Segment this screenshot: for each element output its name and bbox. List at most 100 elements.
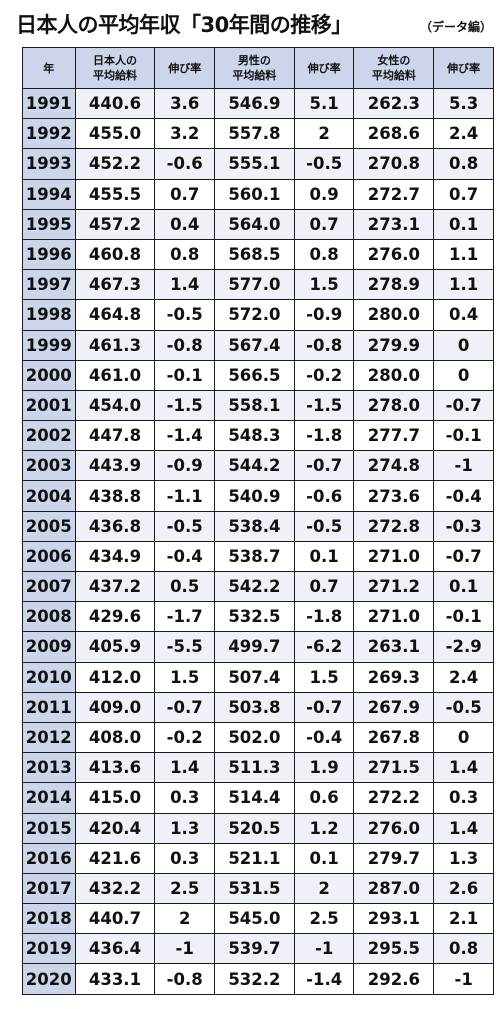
female-rate-cell: 2.6	[433, 872, 494, 905]
table-row: 1993 452.2 -0.6 555.1 -0.5 270.8 0.8	[22, 148, 494, 180]
table-row: 2007 437.2 0.5 542.2 0.7 271.2 0.1	[22, 570, 494, 603]
male-avg-cell: 507.4	[214, 661, 295, 693]
female-rate-cell: 1.3	[433, 842, 494, 874]
all-rate-cell: -0.7	[154, 691, 216, 723]
all-rate-cell: 1.5	[154, 661, 216, 693]
all-rate-cell: -0.8	[154, 963, 216, 995]
female-rate-cell: -0.7	[433, 540, 494, 573]
all-rate-cell: -0.4	[154, 540, 216, 573]
all-rate-cell: 0.3	[154, 782, 216, 814]
table-row: 2012 408.0 -0.2 502.0 -0.4 267.8 0	[22, 721, 494, 754]
female-avg-cell: 279.7	[353, 842, 435, 874]
table-row: 1992 455.0 3.2 557.8 2 268.6 2.4	[22, 118, 494, 150]
female-rate-cell: 0.8	[433, 148, 494, 180]
male-rate-cell: 0.7	[293, 208, 355, 240]
all-rate-cell: -0.2	[154, 721, 216, 754]
year-cell: 2000	[22, 359, 76, 391]
female-rate-cell: -0.3	[433, 510, 494, 542]
female-rate-cell: 1.4	[433, 812, 494, 844]
female-avg-cell: 271.0	[353, 540, 435, 573]
male-rate-cell: -0.5	[293, 510, 355, 542]
female-avg-cell: 273.6	[353, 480, 435, 512]
header-year: 年	[22, 47, 76, 89]
male-avg-cell: 558.1	[214, 389, 295, 422]
male-rate-cell: -0.9	[293, 299, 355, 331]
all-rate-cell: -0.8	[154, 329, 216, 361]
table-row: 2015 420.4 1.3 520.5 1.2 276.0 1.4	[22, 812, 494, 844]
table-row: 1995 457.2 0.4 564.0 0.7 273.1 0.1	[22, 208, 494, 240]
male-rate-cell: -1.8	[293, 420, 355, 452]
all-rate-cell: 3.2	[154, 118, 216, 150]
male-rate-cell: -1.5	[293, 389, 355, 422]
male-avg-cell: 503.8	[214, 691, 295, 723]
female-rate-cell: 0	[433, 359, 494, 391]
female-rate-cell: 2.1	[433, 903, 494, 935]
all-avg-cell: 440.6	[74, 87, 156, 120]
female-rate-cell: 1.4	[433, 752, 494, 784]
male-rate-cell: 0.6	[293, 782, 355, 814]
all-rate-cell: 1.4	[154, 269, 216, 301]
male-rate-cell: -0.7	[293, 691, 355, 723]
year-cell: 1998	[22, 299, 76, 331]
male-rate-cell: -0.5	[293, 148, 355, 180]
year-cell: 2017	[22, 872, 76, 905]
male-avg-cell: 577.0	[214, 269, 295, 301]
all-rate-cell: -1.1	[154, 480, 216, 512]
female-rate-cell: -0.4	[433, 480, 494, 512]
year-cell: 2020	[22, 963, 76, 995]
all-avg-cell: 413.6	[74, 752, 156, 784]
female-rate-cell: 5.3	[433, 87, 494, 120]
all-avg-cell: 415.0	[74, 782, 156, 814]
male-avg-cell: 520.5	[214, 812, 295, 844]
female-rate-cell: 0.1	[433, 208, 494, 240]
female-avg-cell: 271.5	[353, 752, 435, 784]
male-rate-cell: 0.7	[293, 570, 355, 603]
female-rate-cell: -0.5	[433, 691, 494, 723]
female-rate-cell: -1	[433, 450, 494, 482]
male-rate-cell: -0.2	[293, 359, 355, 391]
female-rate-cell: 0.3	[433, 782, 494, 814]
male-rate-cell: -0.8	[293, 329, 355, 361]
female-avg-cell: 262.3	[353, 87, 435, 120]
female-rate-cell: 0.4	[433, 299, 494, 331]
female-avg-cell: 293.1	[353, 903, 435, 935]
all-avg-cell: 429.6	[74, 601, 156, 633]
all-avg-cell: 440.7	[74, 903, 156, 935]
year-cell: 2011	[22, 691, 76, 723]
title-row: 日本人の平均年収「30年間の推移」 （データ編）	[0, 0, 500, 44]
table-row: 1994 455.5 0.7 560.1 0.9 272.7 0.7	[22, 178, 494, 210]
female-avg-cell: 267.8	[353, 721, 435, 754]
all-avg-cell: 455.5	[74, 178, 156, 210]
female-avg-cell: 272.8	[353, 510, 435, 542]
all-avg-cell: 405.9	[74, 631, 156, 663]
all-rate-cell: -0.9	[154, 450, 216, 482]
female-rate-cell: 0.7	[433, 178, 494, 210]
year-cell: 2016	[22, 842, 76, 874]
male-rate-cell: 2	[293, 872, 355, 905]
male-rate-cell: -0.4	[293, 721, 355, 754]
table-row: 1998 464.8 -0.5 572.0 -0.9 280.0 0.4	[22, 299, 494, 331]
female-rate-cell: 0	[433, 329, 494, 361]
female-avg-cell: 274.8	[353, 450, 435, 482]
all-avg-cell: 438.8	[74, 480, 156, 512]
male-rate-cell: 2	[293, 118, 355, 150]
male-avg-cell: 538.4	[214, 510, 295, 542]
year-cell: 1996	[22, 238, 76, 271]
year-cell: 2015	[22, 812, 76, 844]
header-female-rate: 伸び率	[433, 47, 494, 89]
year-cell: 2006	[22, 540, 76, 573]
female-rate-cell: -0.1	[433, 601, 494, 633]
year-cell: 2014	[22, 782, 76, 814]
year-cell: 2007	[22, 570, 76, 603]
table-row: 1997 467.3 1.4 577.0 1.5 278.9 1.1	[22, 269, 494, 301]
female-avg-cell: 271.0	[353, 601, 435, 633]
header-male-rate: 伸び率	[293, 47, 355, 89]
male-avg-cell: 539.7	[214, 933, 295, 965]
female-rate-cell: 0	[433, 721, 494, 754]
male-rate-cell: 0.8	[293, 238, 355, 271]
female-avg-cell: 272.7	[353, 178, 435, 210]
year-cell: 2012	[22, 721, 76, 754]
year-cell: 1994	[22, 178, 76, 210]
table-row: 2008 429.6 -1.7 532.5 -1.8 271.0 -0.1	[22, 601, 494, 633]
table-row: 2000 461.0 -0.1 566.5 -0.2 280.0 0	[22, 359, 494, 391]
